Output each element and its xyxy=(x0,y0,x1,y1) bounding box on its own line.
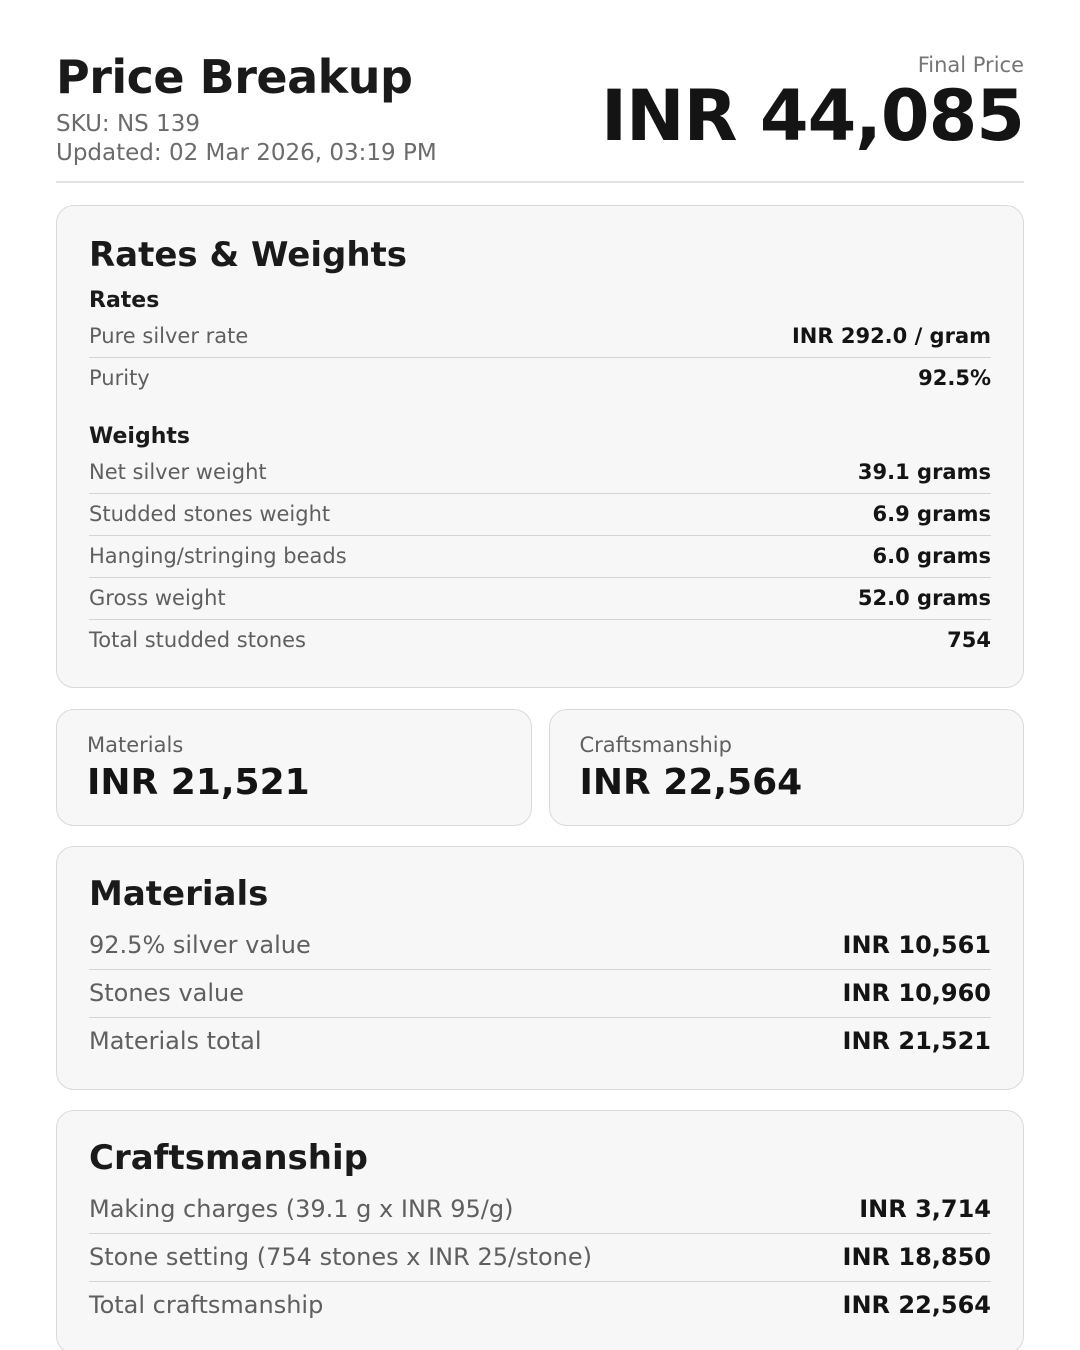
rates-weights-card: Rates & Weights Rates Pure silver rate I… xyxy=(56,205,1024,688)
materials-card: Materials 92.5% silver value INR 10,561 … xyxy=(56,845,1024,1090)
row-value: INR 292.0 / gram xyxy=(791,324,991,349)
header-left: Price Breakup SKU: NS 139 Updated: 02 Ma… xyxy=(56,52,437,169)
row-label: Stone setting (754 stones x INR 25/stone… xyxy=(89,1242,593,1271)
rates-weights-title: Rates & Weights xyxy=(89,235,408,276)
summary-label: Materials xyxy=(87,732,184,757)
summary-card-craftsmanship: Craftsmanship INR 22,564 xyxy=(548,708,1024,826)
table-row: Stones value INR 10,960 xyxy=(89,970,991,1018)
row-label: Stones value xyxy=(89,978,244,1007)
summary-card-materials: Materials INR 21,521 xyxy=(56,708,532,826)
table-row: Total studded stones 754 xyxy=(89,620,991,661)
weights-subheading: Weights xyxy=(89,424,190,450)
final-price-label: Final Price xyxy=(917,53,1024,77)
row-value: 52.0 grams xyxy=(857,585,991,610)
rates-subheading: Rates xyxy=(89,288,160,314)
materials-title: Materials xyxy=(89,873,269,914)
row-value: INR 3,714 xyxy=(859,1194,991,1223)
row-value: INR 10,561 xyxy=(842,930,991,959)
craftsmanship-card: Craftsmanship Making charges (39.1 g x I… xyxy=(56,1109,1024,1350)
rates-rows: Pure silver rate INR 292.0 / gram Purity… xyxy=(89,316,991,399)
row-value: INR 22,564 xyxy=(842,1290,991,1319)
row-value: INR 21,521 xyxy=(842,1026,991,1055)
final-price-value: INR 44,085 xyxy=(600,75,1025,158)
materials-rows: 92.5% silver value INR 10,561 Stones val… xyxy=(89,922,991,1065)
row-label: Hanging/stringing beads xyxy=(89,543,347,568)
row-value: 6.9 grams xyxy=(872,501,991,526)
row-value: INR 18,850 xyxy=(842,1242,991,1271)
table-row: Studded stones weight 6.9 grams xyxy=(89,494,991,536)
craftsmanship-title: Craftsmanship xyxy=(89,1137,368,1178)
summary-value: INR 21,521 xyxy=(87,761,310,803)
row-value: INR 10,960 xyxy=(842,978,991,1007)
row-label: Studded stones weight xyxy=(89,501,331,526)
table-row: 92.5% silver value INR 10,561 xyxy=(89,922,991,970)
weights-rows: Net silver weight 39.1 grams Studded sto… xyxy=(89,452,991,661)
table-row: Materials total INR 21,521 xyxy=(89,1018,991,1065)
row-label: Materials total xyxy=(89,1026,262,1055)
table-row: Gross weight 52.0 grams xyxy=(89,578,991,620)
updated-text: Updated: 02 Mar 2026, 03:19 PM xyxy=(56,140,437,167)
row-value: 39.1 grams xyxy=(857,459,991,484)
row-value: 92.5% xyxy=(918,366,991,391)
table-row: Hanging/stringing beads 6.0 grams xyxy=(89,536,991,578)
row-label: Making charges (39.1 g x INR 95/g) xyxy=(89,1194,514,1223)
sku-text: SKU: NS 139 xyxy=(56,110,200,137)
table-row: Purity 92.5% xyxy=(89,358,991,399)
row-value: 754 xyxy=(947,627,991,652)
final-price-block: Final Price INR 44,085 xyxy=(600,52,1025,158)
page-title: Price Breakup xyxy=(56,50,413,104)
summary-label: Craftsmanship xyxy=(579,732,732,757)
header: Price Breakup SKU: NS 139 Updated: 02 Ma… xyxy=(56,52,1025,169)
row-label: 92.5% silver value xyxy=(89,930,311,959)
row-label: Net silver weight xyxy=(89,459,267,484)
row-label: Total craftsmanship xyxy=(89,1290,324,1319)
craftsmanship-rows: Making charges (39.1 g x INR 95/g) INR 3… xyxy=(89,1186,991,1329)
table-row: Net silver weight 39.1 grams xyxy=(89,452,991,494)
table-row: Pure silver rate INR 292.0 / gram xyxy=(89,316,991,359)
row-value: 6.0 grams xyxy=(872,543,991,568)
header-divider xyxy=(56,181,1024,184)
row-label: Purity xyxy=(89,366,150,391)
table-row: Stone setting (754 stones x INR 25/stone… xyxy=(89,1234,991,1282)
row-label: Pure silver rate xyxy=(89,324,249,349)
row-label: Total studded stones xyxy=(89,627,306,652)
summary-row: Materials INR 21,521 Craftsmanship INR 2… xyxy=(56,708,1024,826)
summary-value: INR 22,564 xyxy=(579,761,803,803)
row-label: Gross weight xyxy=(89,585,226,610)
table-row: Total craftsmanship INR 22,564 xyxy=(89,1282,991,1329)
table-row: Making charges (39.1 g x INR 95/g) INR 3… xyxy=(89,1186,991,1234)
